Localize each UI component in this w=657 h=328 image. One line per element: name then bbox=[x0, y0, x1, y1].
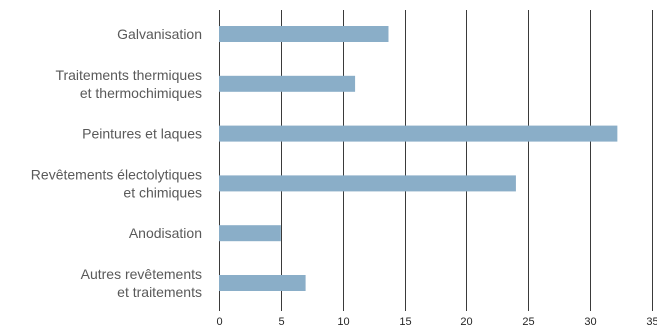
x-tick-labels: 0 5 10 15 20 25 30 35 bbox=[216, 316, 657, 328]
category-label: Peintures et laques bbox=[82, 126, 202, 142]
x-tick-label: 25 bbox=[522, 316, 534, 328]
category-label: et chimiques bbox=[123, 184, 202, 200]
category-label: Autres revêtements bbox=[81, 266, 202, 282]
category-label: et thermochimiques bbox=[80, 85, 202, 101]
category-label: Galvanisation bbox=[117, 26, 202, 42]
bar bbox=[219, 26, 389, 42]
category-labels: Galvanisation Traitements thermiques et th… bbox=[31, 26, 202, 300]
bar bbox=[219, 75, 356, 92]
category-label: Traitements thermiques bbox=[55, 67, 202, 83]
bar bbox=[219, 275, 306, 291]
bar bbox=[219, 175, 516, 192]
x-tick-label: 20 bbox=[460, 316, 472, 328]
bar bbox=[219, 125, 618, 142]
x-tick-label: 30 bbox=[584, 316, 596, 328]
x-tick-label: 5 bbox=[278, 316, 284, 328]
category-label: et traitements bbox=[117, 284, 202, 300]
x-tick-label: 35 bbox=[646, 316, 657, 328]
category-label: Revêtements électolytiques bbox=[31, 166, 202, 182]
x-tick-label: 10 bbox=[337, 316, 349, 328]
gridlines bbox=[219, 10, 653, 311]
bars bbox=[219, 26, 618, 291]
x-tick-label: 0 bbox=[216, 316, 222, 328]
x-tick-label: 15 bbox=[399, 316, 411, 328]
bar bbox=[219, 225, 281, 242]
category-label: Anodisation bbox=[129, 225, 202, 241]
